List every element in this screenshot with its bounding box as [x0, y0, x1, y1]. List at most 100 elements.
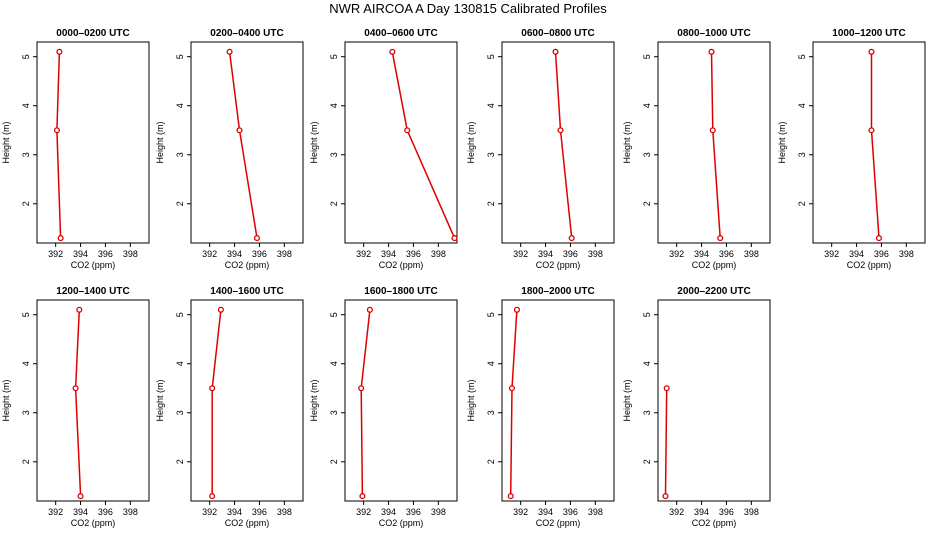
- y-tick-label: 2: [21, 459, 31, 464]
- x-tick-label: 392: [513, 507, 528, 517]
- data-point: [236, 127, 243, 134]
- plot-frame: [812, 41, 926, 244]
- x-tick-label: 398: [744, 507, 759, 517]
- y-tick-label: 5: [486, 312, 496, 317]
- y-tick-label: 3: [642, 410, 652, 415]
- x-axis-label: CO2 (ppm): [692, 518, 737, 528]
- y-axis-label: Height (m): [309, 121, 319, 163]
- x-tick-label: 398: [277, 507, 292, 517]
- x-tick-label: 398: [123, 249, 138, 259]
- x-tick-label: 394: [73, 507, 88, 517]
- y-tick-label: 4: [329, 103, 339, 108]
- data-point: [209, 493, 216, 500]
- y-tick-label: 4: [175, 361, 185, 366]
- y-tick-label: 5: [21, 312, 31, 317]
- x-axis-label: CO2 (ppm): [225, 260, 270, 270]
- y-tick-label: 3: [797, 152, 807, 157]
- x-tick-label: 396: [563, 249, 578, 259]
- x-axis-label: CO2 (ppm): [225, 518, 270, 528]
- y-tick-label: 5: [642, 312, 652, 317]
- data-point: [226, 48, 233, 55]
- x-axis-label: CO2 (ppm): [536, 518, 581, 528]
- y-axis-label: Height (m): [155, 121, 165, 163]
- y-tick-label: 3: [175, 410, 185, 415]
- y-tick-label: 4: [642, 361, 652, 366]
- y-tick-label: 4: [797, 103, 807, 108]
- plot-frame: [501, 299, 615, 502]
- panel-title: 1800–2000 UTC: [521, 286, 594, 297]
- x-tick-label: 394: [538, 249, 553, 259]
- panel-5: 0800–1000 UTC 392 394 396 398 2 3 4 5 CO2 (ppm) He…: [622, 28, 771, 270]
- data-point: [451, 235, 458, 242]
- data-point: [389, 48, 396, 55]
- y-tick-label: 4: [21, 361, 31, 366]
- panel-title: 0200–0400 UTC: [210, 28, 283, 39]
- x-tick-label: 392: [356, 249, 371, 259]
- x-tick-label: 396: [406, 249, 421, 259]
- data-point: [708, 48, 715, 55]
- x-tick-label: 396: [98, 507, 113, 517]
- data-point: [209, 385, 216, 392]
- x-tick-label: 394: [694, 249, 709, 259]
- y-tick-label: 2: [486, 201, 496, 206]
- panel-title: 1200–1400 UTC: [56, 286, 129, 297]
- data-point: [253, 235, 261, 242]
- data-point: [662, 493, 669, 500]
- data-point: [868, 127, 875, 134]
- y-tick-label: 3: [21, 152, 31, 157]
- panel-11: 2000–2200 UTC 392 394 396 398 2 3 4 5 CO2 (ppm) He…: [622, 286, 771, 528]
- x-axis-label: CO2 (ppm): [71, 260, 116, 270]
- profile-line: [509, 309, 518, 497]
- panel-2: 0200–0400 UTC 392 394 396 398 2 3 4 5 CO2 (ppm) He…: [155, 28, 304, 270]
- data-point: [508, 385, 516, 392]
- profile-line: [228, 51, 258, 239]
- data-point: [709, 127, 716, 134]
- data-point: [875, 235, 883, 242]
- x-axis-label: CO2 (ppm): [536, 260, 581, 270]
- x-tick-label: 394: [227, 507, 242, 517]
- y-tick-label: 3: [21, 410, 31, 415]
- x-tick-label: 394: [694, 507, 709, 517]
- plot-frame: [657, 299, 771, 502]
- data-point: [77, 493, 84, 500]
- panel-title: 1600–1800 UTC: [364, 286, 437, 297]
- y-tick-label: 5: [642, 54, 652, 59]
- x-tick-label: 396: [719, 249, 734, 259]
- data-point: [76, 306, 83, 313]
- panel-title: 2000–2200 UTC: [677, 286, 750, 297]
- profile-line: [554, 51, 573, 239]
- plot-frame: [190, 41, 304, 244]
- y-tick-label: 2: [175, 201, 185, 206]
- figure-title: NWR AIRCOA A Day 130815 Calibrated Profi…: [329, 1, 607, 16]
- profile-line: [391, 51, 456, 239]
- panel-title: 0000–0200 UTC: [56, 28, 129, 39]
- y-tick-label: 3: [329, 410, 339, 415]
- x-tick-label: 396: [252, 507, 267, 517]
- y-tick-label: 2: [642, 201, 652, 206]
- profile-line: [710, 51, 721, 239]
- panel-10: 1800–2000 UTC 392 394 396 398 2 3 4 5 CO2 (ppm) He…: [466, 286, 615, 528]
- y-axis-label: Height (m): [777, 121, 787, 163]
- panel-title: 1400–1600 UTC: [210, 286, 283, 297]
- plot-frame: [501, 41, 615, 244]
- panel-8: 1400–1600 UTC 392 394 396 398 2 3 4 5 CO2 (ppm) He…: [155, 286, 304, 528]
- x-tick-label: 398: [277, 249, 292, 259]
- panel-6: 1000–1200 UTC 392 394 396 398 2 3 4 5 CO2 (ppm) He…: [777, 28, 926, 270]
- y-tick-label: 2: [21, 201, 31, 206]
- x-tick-label: 392: [48, 507, 63, 517]
- y-tick-label: 4: [486, 361, 496, 366]
- x-tick-label: 392: [48, 249, 63, 259]
- y-tick-label: 5: [486, 54, 496, 59]
- data-point: [358, 385, 365, 392]
- plot-frame: [344, 41, 458, 244]
- data-point: [868, 48, 875, 55]
- panel-title: 0400–0600 UTC: [364, 28, 437, 39]
- data-point: [507, 493, 514, 500]
- x-axis-label: CO2 (ppm): [379, 518, 424, 528]
- x-tick-label: 398: [431, 507, 446, 517]
- data-point: [217, 306, 224, 313]
- x-tick-label: 398: [588, 507, 603, 517]
- plot-frame: [657, 41, 771, 244]
- x-tick-label: 392: [824, 249, 839, 259]
